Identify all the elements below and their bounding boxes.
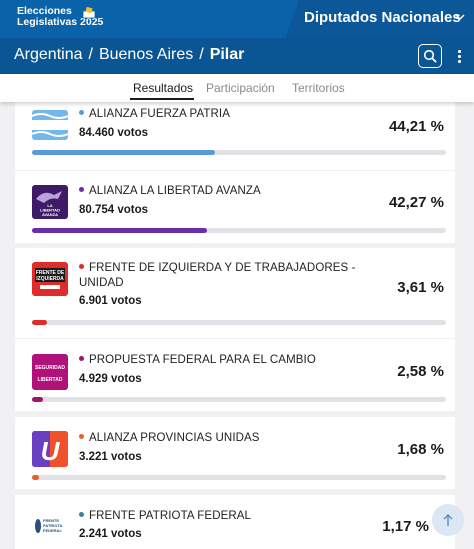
party-percent: 1,68 %: [397, 441, 444, 458]
search-button[interactable]: [418, 44, 442, 68]
result-card-frente-patriota-federal[interactable]: FRENTE PATRIOTA FEDERAL FRENTE PATRIOTA …: [15, 495, 455, 549]
party-color-dot: [79, 264, 84, 270]
party-color-dot: [79, 187, 84, 193]
vote-share-fill: [32, 475, 39, 480]
top-header: Elecciones Legislativas 2025 Diputados N…: [0, 0, 474, 38]
result-card-provincias-unidas[interactable]: U ALIANZA PROVINCIAS UNIDAS 3.221 votos …: [15, 417, 455, 489]
result-card-fuerza-patria[interactable]: ALIANZA FUERZA PATRIA 84.460 votos 44,21…: [15, 94, 455, 170]
breadcrumb-country[interactable]: Argentina: [14, 46, 83, 63]
svg-text:LA: LA: [47, 203, 52, 208]
vote-share-bar: [32, 475, 446, 480]
party-votes: 2.241 votos: [79, 528, 142, 540]
party-name: PROPUESTA FEDERAL PARA EL CAMBIO: [79, 353, 369, 368]
party-color-dot: [79, 356, 84, 362]
party-name: ALIANZA FUERZA PATRIA: [79, 107, 369, 122]
arrow-up-icon: [443, 514, 453, 526]
party-percent: 44,21 %: [388, 118, 444, 135]
party-percent: 2,58 %: [397, 363, 444, 380]
party-color-dot: [79, 110, 84, 116]
party-votes: 3.221 votos: [79, 451, 142, 463]
party-name: FRENTE DE IZQUIERDA Y DE TRABAJADORES - …: [79, 262, 356, 289]
party-name: FRENTE PATRIOTA FEDERAL: [79, 509, 369, 524]
party-logo-propuesta-federal: SEGURIDAD LIBERTAD: [32, 354, 68, 390]
tab-bar: Resultados Participación Territorios: [0, 74, 474, 102]
vote-share-fill: [32, 397, 43, 402]
vote-share-fill: [32, 320, 47, 325]
tab-territorios[interactable]: Territorios: [292, 81, 345, 95]
vote-share-bar: [32, 320, 446, 325]
svg-text:SEGURIDAD: SEGURIDAD: [35, 365, 65, 371]
tab-participacion[interactable]: Participación: [206, 81, 275, 95]
chevron-down-icon[interactable]: [455, 12, 465, 22]
svg-text:IZQUIERDA: IZQUIERDA: [36, 276, 64, 282]
svg-text:FEDERAL: FEDERAL: [43, 528, 62, 533]
party-votes: 6.901 votos: [79, 295, 142, 307]
party-color-dot: [79, 512, 84, 518]
brand-logo[interactable]: Elecciones Legislativas 2025: [17, 6, 103, 28]
party-logo-provincias-unidas: U: [32, 431, 68, 467]
result-card-fit-unidad[interactable]: FRENTE DE IZQUIERDA FRENTE DE IZQUIERDA …: [15, 248, 455, 338]
party-votes: 4.929 votos: [79, 373, 142, 385]
kebab-menu-icon[interactable]: [454, 47, 464, 65]
breadcrumb-bar: Argentina / Buenos Aires / Pilar: [0, 38, 474, 74]
brand-line-1: Elecciones: [17, 5, 72, 17]
ballot-box-icon: [82, 7, 96, 19]
svg-text:FRENTE: FRENTE: [43, 518, 59, 523]
party-name: ALIANZA PROVINCIAS UNIDAS: [79, 431, 369, 446]
vote-share-bar: [32, 228, 446, 233]
active-tab-indicator: [130, 98, 194, 100]
party-votes: 84.460 votos: [79, 127, 149, 139]
svg-text:AVANZA: AVANZA: [42, 212, 58, 217]
svg-text:FRENTE DE: FRENTE DE: [36, 270, 65, 276]
svg-text:LIBERTAD: LIBERTAD: [38, 377, 63, 383]
brand-line-2: Legislativas 2025: [17, 16, 104, 28]
party-logo-frente-patriota-federal: FRENTE PATRIOTA FEDERAL: [32, 513, 68, 539]
vote-share-fill: [32, 150, 216, 155]
result-card-propuesta-federal[interactable]: SEGURIDAD LIBERTAD PROPUESTA FEDERAL PAR…: [15, 339, 455, 411]
breadcrumb-separator: /: [88, 46, 93, 63]
svg-text:LIBERTAD: LIBERTAD: [40, 208, 60, 213]
vote-share-bar: [32, 397, 446, 402]
svg-text:PATRIOTA: PATRIOTA: [43, 523, 63, 528]
result-card-libertad-avanza[interactable]: LA LIBERTAD AVANZA ALIANZA LA LIBERTAD A…: [15, 171, 455, 243]
party-color-dot: [79, 434, 84, 440]
party-percent: 42,27 %: [388, 194, 444, 211]
search-icon: [423, 49, 437, 63]
breadcrumb-municipality: Pilar: [209, 46, 245, 63]
vote-share-fill: [32, 228, 207, 233]
category-selector[interactable]: Diputados Nacionales: [304, 9, 461, 26]
breadcrumb-province[interactable]: Buenos Aires: [98, 46, 194, 63]
party-logo-libertad-avanza: LA LIBERTAD AVANZA: [32, 185, 68, 219]
party-name: ALIANZA LA LIBERTAD AVANZA: [79, 184, 369, 199]
party-logo-fit-unidad: FRENTE DE IZQUIERDA: [32, 262, 68, 296]
svg-text:U: U: [41, 436, 61, 466]
breadcrumb-separator: /: [199, 46, 204, 63]
party-percent: 3,61 %: [397, 279, 444, 296]
breadcrumb: Argentina / Buenos Aires / Pilar: [14, 46, 244, 64]
party-percent: 1,17 %: [382, 518, 429, 535]
vote-share-bar: [32, 150, 446, 155]
party-votes: 80.754 votos: [79, 204, 149, 216]
scroll-top-button[interactable]: [432, 504, 464, 536]
party-logo-fuerza-patria: [32, 110, 68, 140]
tab-resultados[interactable]: Resultados: [133, 81, 194, 95]
